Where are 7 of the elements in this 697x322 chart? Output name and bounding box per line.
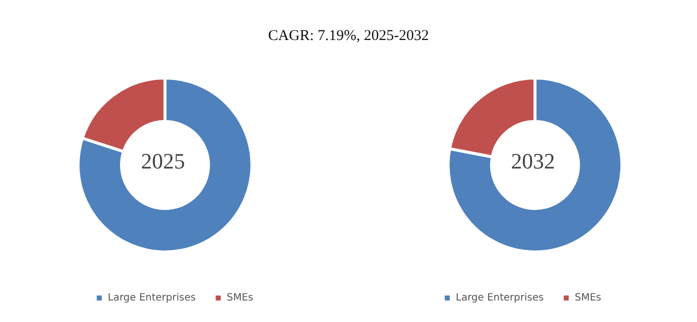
legend-label: Large Enterprises	[108, 292, 196, 304]
text: CAGR: 7.19%, 2025-2032	[267, 28, 430, 45]
legend-label: SMEs	[226, 292, 254, 304]
legend-label: SMEs	[574, 292, 602, 304]
text: 2032	[511, 148, 555, 174]
legend-label: Large Enterprises	[456, 292, 544, 304]
text: 2025	[141, 148, 185, 174]
